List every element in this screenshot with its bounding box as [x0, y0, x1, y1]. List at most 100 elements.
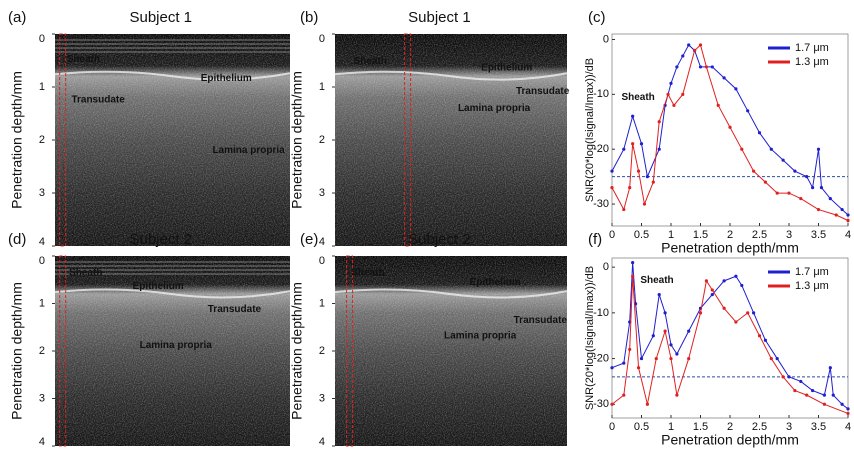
data-point	[646, 175, 649, 178]
data-point	[669, 357, 672, 360]
data-point	[782, 375, 785, 378]
annotation: Epithelium	[201, 73, 252, 84]
data-point	[622, 394, 625, 397]
annotation: Lamina propria	[212, 145, 285, 156]
panel-title: Subject 2	[129, 231, 192, 248]
data-point	[628, 348, 631, 351]
data-point	[622, 362, 625, 365]
oct-speckle	[335, 256, 567, 446]
data-point	[764, 181, 767, 184]
annotation: Transudate	[516, 86, 570, 97]
y-tick-label: 4	[39, 236, 45, 248]
x-tick-label: 0.5	[634, 229, 649, 241]
legend-label: 1.3 μm	[795, 56, 829, 68]
annotation: Sheath	[354, 56, 387, 67]
x-tick-label: 3.5	[811, 421, 826, 433]
data-point	[631, 115, 634, 118]
y-tick-label: 1	[39, 297, 45, 309]
y-tick-label: 4	[39, 436, 45, 448]
data-point	[675, 394, 678, 397]
annotation: Transudate	[514, 315, 568, 326]
data-point	[637, 366, 640, 369]
y-tick-label: 0	[603, 33, 609, 45]
y-tick-label: 0	[39, 33, 45, 45]
y-tick-label: 3	[319, 392, 325, 404]
data-point	[723, 279, 726, 282]
data-point	[723, 307, 726, 310]
data-point	[658, 293, 661, 296]
x-tick-label: 4	[845, 421, 851, 433]
x-tick-label: 3.5	[811, 229, 826, 241]
panel-label: (b)	[300, 9, 318, 26]
y-axis-label: Penetration depth/mm	[289, 282, 305, 420]
y-tick-label: 0	[319, 33, 325, 45]
data-point	[746, 311, 749, 314]
data-point	[723, 76, 726, 79]
data-point	[652, 334, 655, 337]
y-tick-label: 1	[319, 297, 325, 309]
data-point	[776, 191, 779, 194]
data-point	[793, 389, 796, 392]
data-point	[610, 186, 613, 189]
legend-label: 1.7 μm	[795, 42, 829, 54]
data-point	[787, 191, 790, 194]
data-point	[658, 148, 661, 151]
data-point	[687, 43, 690, 46]
data-point	[631, 142, 634, 145]
data-point	[675, 65, 678, 68]
data-point	[770, 357, 773, 360]
panel-title: Subject 1	[129, 9, 192, 26]
data-point	[799, 380, 802, 383]
data-point	[805, 394, 808, 397]
page: {"chart_data": [ {"type": "image", "pane…	[0, 0, 854, 456]
panel-label: (d)	[8, 231, 26, 248]
data-point	[752, 170, 755, 173]
data-point	[705, 65, 708, 68]
data-point	[628, 186, 631, 189]
data-point	[841, 403, 844, 406]
data-point	[734, 320, 737, 323]
y-tick-label: 1	[319, 81, 325, 93]
y-axis-label: SNR(20*log(Isignal/Imax))/dB	[584, 58, 596, 202]
data-point	[717, 104, 720, 107]
annotation: Epithelium	[481, 63, 532, 74]
data-point	[669, 82, 672, 85]
annotation: Sheath	[621, 92, 654, 103]
data-point	[646, 403, 649, 406]
data-point	[782, 159, 785, 162]
data-point	[610, 170, 613, 173]
y-tick-label: 2	[319, 134, 325, 146]
y-tick-label: 2	[319, 345, 325, 357]
data-point	[823, 394, 826, 397]
data-point	[699, 311, 702, 314]
data-point	[640, 142, 643, 145]
data-point	[664, 330, 667, 333]
data-point	[787, 375, 790, 378]
legend-label: 1.3 μm	[795, 280, 829, 292]
data-point	[799, 197, 802, 200]
data-point	[734, 87, 737, 90]
data-point	[846, 407, 849, 410]
data-point	[705, 279, 708, 282]
data-point	[846, 412, 849, 415]
data-point	[675, 352, 678, 355]
data-point	[817, 148, 820, 151]
oct-speckle	[55, 34, 290, 246]
data-point	[793, 170, 796, 173]
y-tick-label: 3	[319, 187, 325, 199]
annotation: Lamina propria	[458, 103, 531, 114]
y-axis-label: SNR(20*log(Isignal/Imax))/dB	[584, 266, 596, 410]
annotation: Transudate	[71, 94, 125, 105]
x-axis-label: Penetration depth/mm	[661, 240, 799, 256]
data-point	[758, 131, 761, 134]
data-point	[832, 394, 835, 397]
data-point	[752, 311, 755, 314]
data-point	[687, 330, 690, 333]
data-point	[764, 339, 767, 342]
y-tick-label: 0	[319, 255, 325, 267]
data-point	[631, 261, 634, 264]
annotation: Sheath	[351, 268, 384, 279]
annotation: Epithelium	[133, 281, 184, 292]
x-tick-label: 0.5	[634, 421, 649, 433]
data-point	[655, 357, 658, 360]
